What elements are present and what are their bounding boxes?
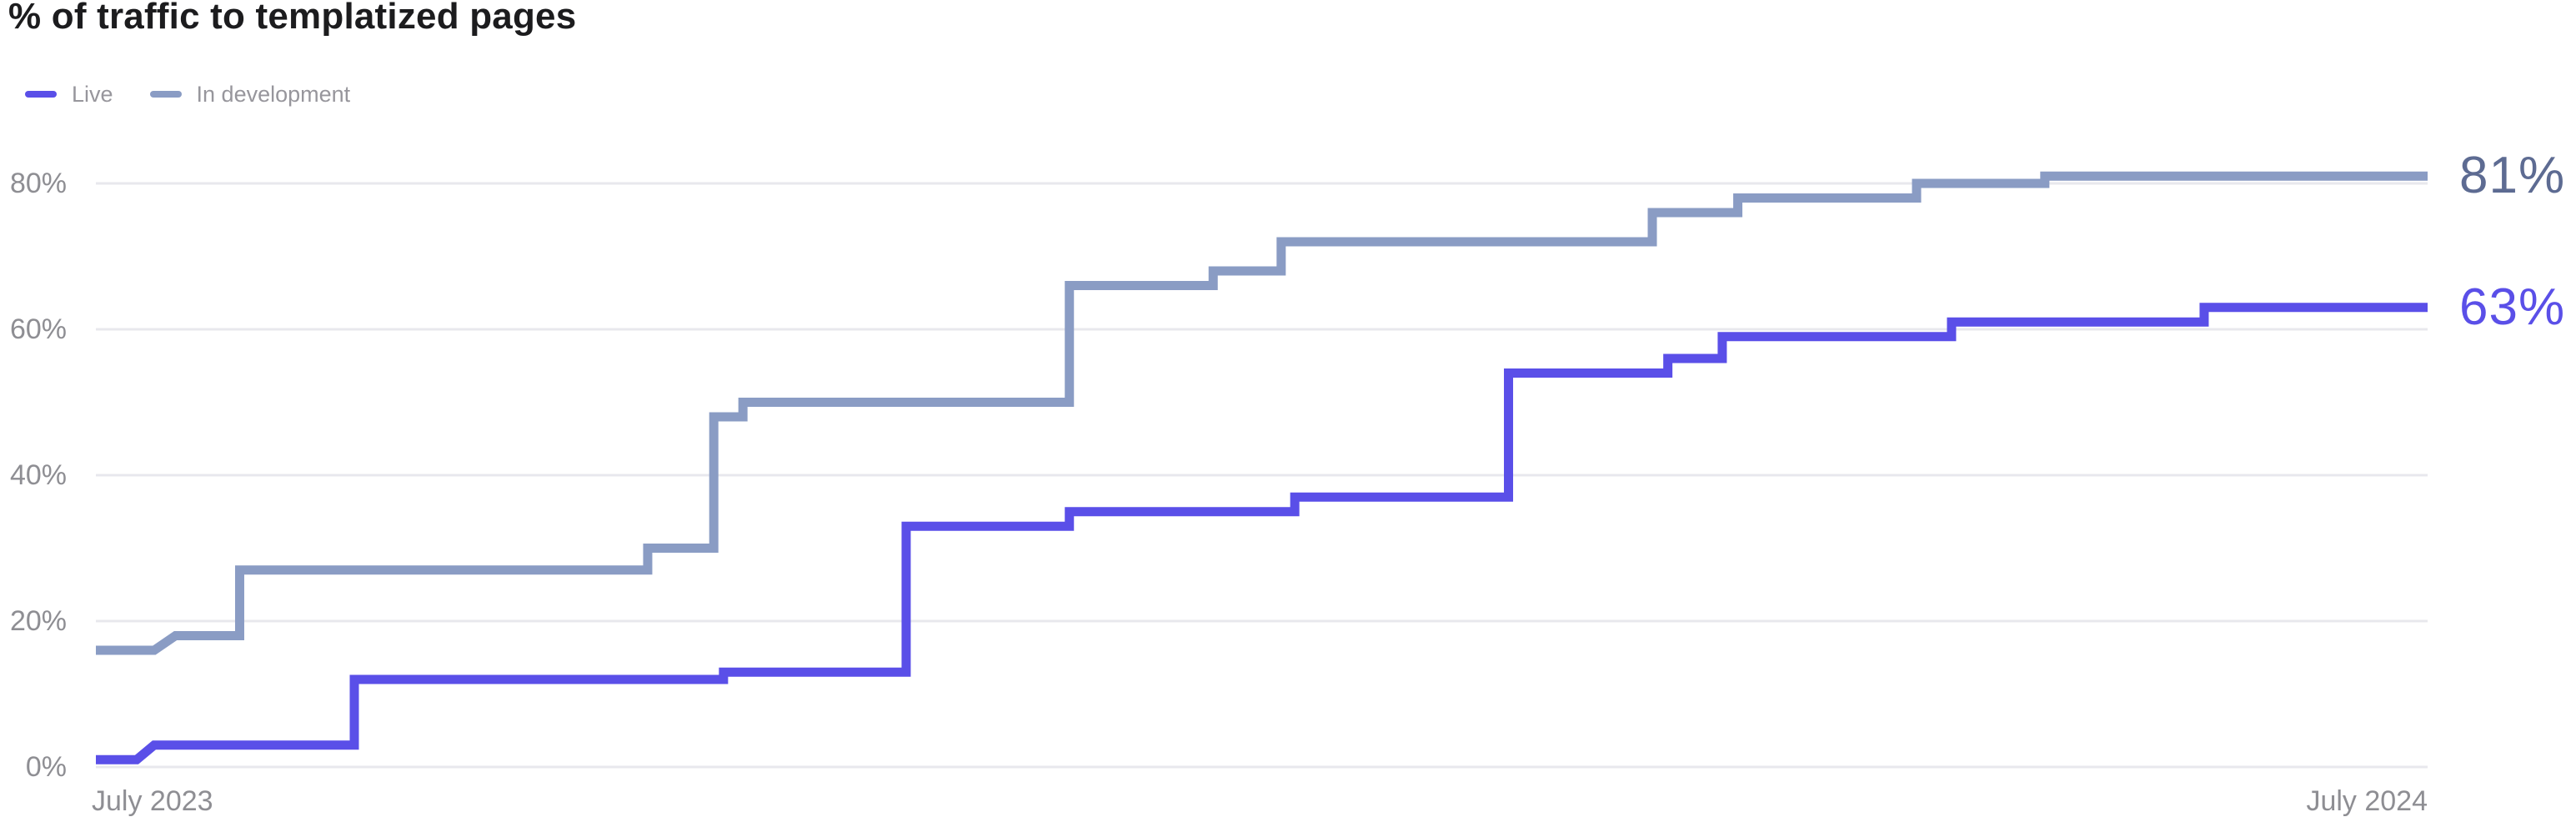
legend-item-in-development: In development (149, 81, 351, 108)
chart-legend: Live In development (25, 80, 350, 108)
live-line-swatch-icon (25, 91, 57, 98)
x-axis-label-start: July 2023 (92, 785, 213, 817)
chart-title: % of traffic to templatized pages (8, 0, 577, 37)
end-value-label-in-development: 81% (2459, 147, 2566, 204)
y-axis-tick-40: 40% (9, 459, 67, 491)
legend-label-live: Live (72, 81, 113, 107)
end-value-label-live: 63% (2459, 278, 2566, 336)
legend-label-in-development: In development (196, 81, 351, 107)
series-line-in-development (96, 171, 2428, 655)
series-line-live (96, 303, 2428, 764)
x-axis-label-end: July 2024 (2306, 785, 2428, 817)
y-axis-tick-20: 20% (9, 605, 67, 637)
in-development-line-swatch-icon (149, 91, 182, 98)
y-axis-tick-60: 60% (9, 313, 67, 345)
y-axis-tick-80: 80% (9, 168, 67, 199)
y-axis-tick-0: 0% (25, 751, 67, 783)
legend-item-live: Live (25, 82, 113, 108)
